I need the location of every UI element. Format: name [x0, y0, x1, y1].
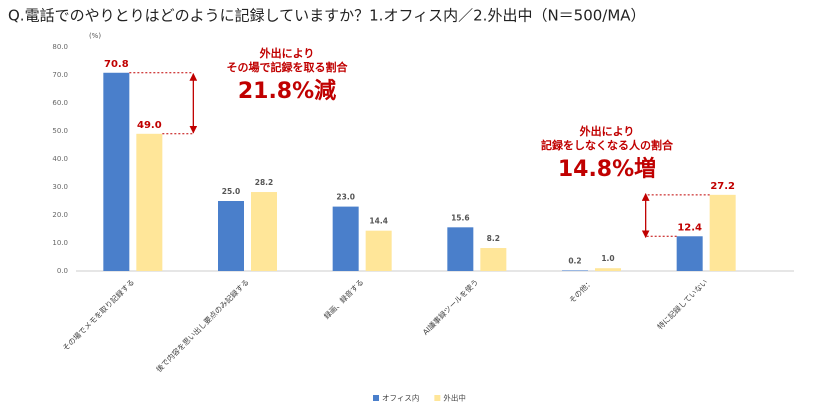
y-tick-label: 60.0 [52, 99, 68, 107]
y-tick-label: 70.0 [52, 71, 68, 79]
bar [709, 194, 736, 271]
chart-title: Q.電話でのやりとりはどのように記録していますか？1.オフィス内／2.外出中（N… [8, 7, 646, 25]
bar [218, 201, 244, 271]
bar [103, 72, 130, 271]
legend-swatch [373, 395, 379, 401]
value-label: 28.2 [255, 178, 274, 187]
annotation-text: その場で記録を取る割合 [227, 60, 349, 74]
y-tick-label: 50.0 [52, 127, 68, 135]
legend-label: 外出中 [443, 393, 466, 403]
y-tick-label: 30.0 [52, 183, 68, 191]
annotation-text: 記録をしなくなる人の割合 [541, 138, 674, 152]
y-tick-label: 40.0 [52, 155, 68, 163]
annotation-text: 外出により [579, 124, 635, 138]
annotation-emphasis: 14.8%増 [558, 156, 656, 182]
value-label: 23.0 [336, 193, 355, 202]
y-tick-label: 20.0 [52, 211, 68, 219]
value-label: 49.0 [137, 120, 162, 131]
bar [251, 192, 277, 271]
bar [365, 230, 392, 271]
value-label: 1.0 [601, 254, 614, 263]
bar [332, 206, 359, 271]
bar [562, 270, 588, 271]
y-tick-label: 0.0 [57, 267, 68, 275]
legend-label: オフィス内 [382, 393, 419, 403]
value-label: 70.8 [104, 59, 129, 70]
value-label: 15.6 [451, 213, 470, 222]
annotation-text: 外出により [259, 46, 315, 60]
x-tick-label: その他： [567, 277, 595, 305]
annotation-emphasis: 21.8%減 [238, 79, 336, 104]
value-label: 25.0 [222, 187, 241, 196]
value-label: 14.4 [369, 217, 388, 226]
value-label: 12.4 [677, 222, 702, 233]
legend-swatch [434, 395, 441, 401]
bar [676, 236, 703, 271]
x-tick-label: 後で内容を思い出し要点のみ記録する [154, 277, 251, 374]
x-tick-label: その場でメモを取り記録する [60, 277, 136, 353]
x-tick-label: AI議事録ツールを使う [420, 277, 480, 337]
bar [136, 133, 163, 271]
value-label: 27.2 [710, 181, 735, 192]
x-tick-label: 特に記録していない [655, 277, 710, 332]
y-tick-label: 10.0 [52, 239, 68, 247]
bar [480, 248, 507, 271]
value-label: 0.2 [568, 256, 581, 265]
y-unit: (%) [89, 32, 101, 40]
value-label: 8.2 [487, 234, 500, 243]
bar [595, 268, 621, 271]
y-tick-label: 80.0 [52, 43, 68, 51]
x-tick-label: 録画、録音する [321, 277, 365, 321]
bar [447, 227, 474, 271]
